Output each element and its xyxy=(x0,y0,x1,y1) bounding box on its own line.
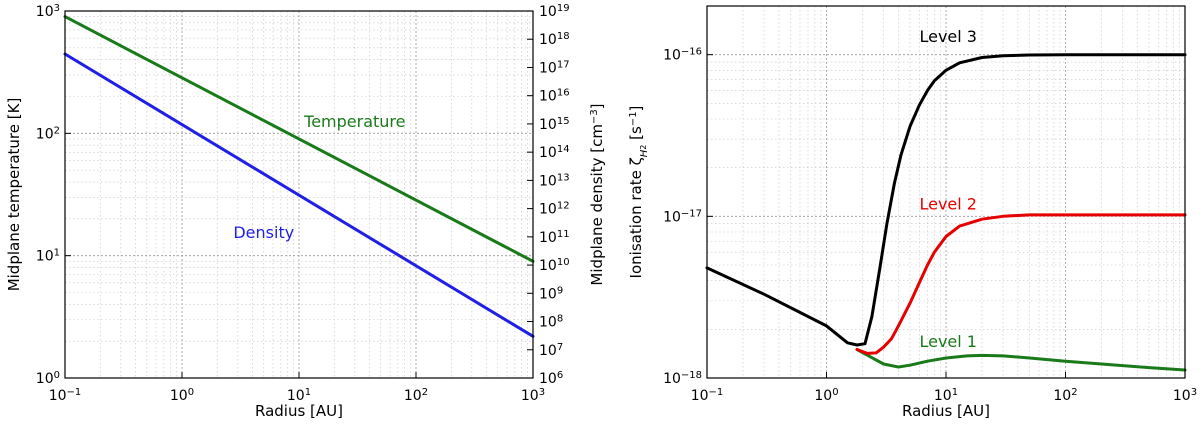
y-tick-label: 10−18 xyxy=(663,370,702,388)
y2-tick-label: 1015 xyxy=(539,115,570,133)
y-tick-label: 100 xyxy=(36,370,60,388)
y2-tick-label: 1017 xyxy=(539,59,570,77)
x-tick-label: 101 xyxy=(934,387,958,405)
y-axis-label: Ionisation rate ζH2 [s−1] xyxy=(627,106,650,279)
y-axis-label: Midplane temperature [K] xyxy=(5,98,23,292)
left-panel: 10−1 100 101 102 103100101102103106107108109… xyxy=(5,3,606,421)
series-level-3-line xyxy=(705,53,1187,347)
y2-tick-label: 1010 xyxy=(539,257,570,275)
x-axis-label: Radius [AU] xyxy=(902,402,990,420)
y2-tick-label: 108 xyxy=(539,313,563,331)
annotation-level-2: Level 2 xyxy=(919,195,977,214)
x-tick-label: 102 xyxy=(404,387,428,405)
y2-tick-label: 1016 xyxy=(539,87,570,105)
y2-tick-label: 1013 xyxy=(539,172,570,190)
y-tick-label: 103 xyxy=(36,3,60,21)
annotation-level-3: Level 3 xyxy=(919,27,977,46)
x-tick-label: 100 xyxy=(170,387,194,405)
annotation-level-1: Level 1 xyxy=(919,332,977,351)
series-density-line xyxy=(63,52,535,338)
y2-tick-label: 106 xyxy=(539,370,563,388)
x-tick-label: 101 xyxy=(287,387,311,405)
x-axis-label: Radius [AU] xyxy=(255,402,343,420)
annotation-temperature: Temperature xyxy=(303,112,405,131)
x-tick-label: 103 xyxy=(1173,387,1197,405)
x-tick-label: 10−1 xyxy=(691,387,724,405)
series-level-2-line xyxy=(855,213,1187,355)
right-panel: 10−1 100 101 102 103 10−18 10−17 10−16 Radius [A… xyxy=(627,5,1197,420)
grid-right xyxy=(706,5,1186,379)
x-tick-label: 103 xyxy=(521,387,545,405)
y2-tick-label: 107 xyxy=(539,341,563,359)
y-tick-label: 102 xyxy=(36,125,60,143)
y2-tick-label: 1019 xyxy=(539,3,570,21)
annotation-density: Density xyxy=(233,223,294,242)
y-tick-label: 10−16 xyxy=(663,46,702,64)
y2-tick-label: 109 xyxy=(539,285,563,303)
y2-tick-label: 1018 xyxy=(539,31,570,49)
series-temperature-line xyxy=(63,15,535,263)
x-tick-label: 10−1 xyxy=(49,387,82,405)
series-level-1-line xyxy=(855,348,1187,372)
y2-axis-label: Midplane density [cm−3] xyxy=(588,103,606,285)
y2-tick-label: 1014 xyxy=(539,144,570,162)
y2-tick-label: 1012 xyxy=(539,200,570,218)
y-tick-label: 101 xyxy=(36,247,60,265)
y-tick-label: 10−17 xyxy=(663,208,702,226)
x-tick-label: 100 xyxy=(814,387,838,405)
y2-tick-label: 1011 xyxy=(539,228,570,246)
x-tick-label: 102 xyxy=(1053,387,1077,405)
